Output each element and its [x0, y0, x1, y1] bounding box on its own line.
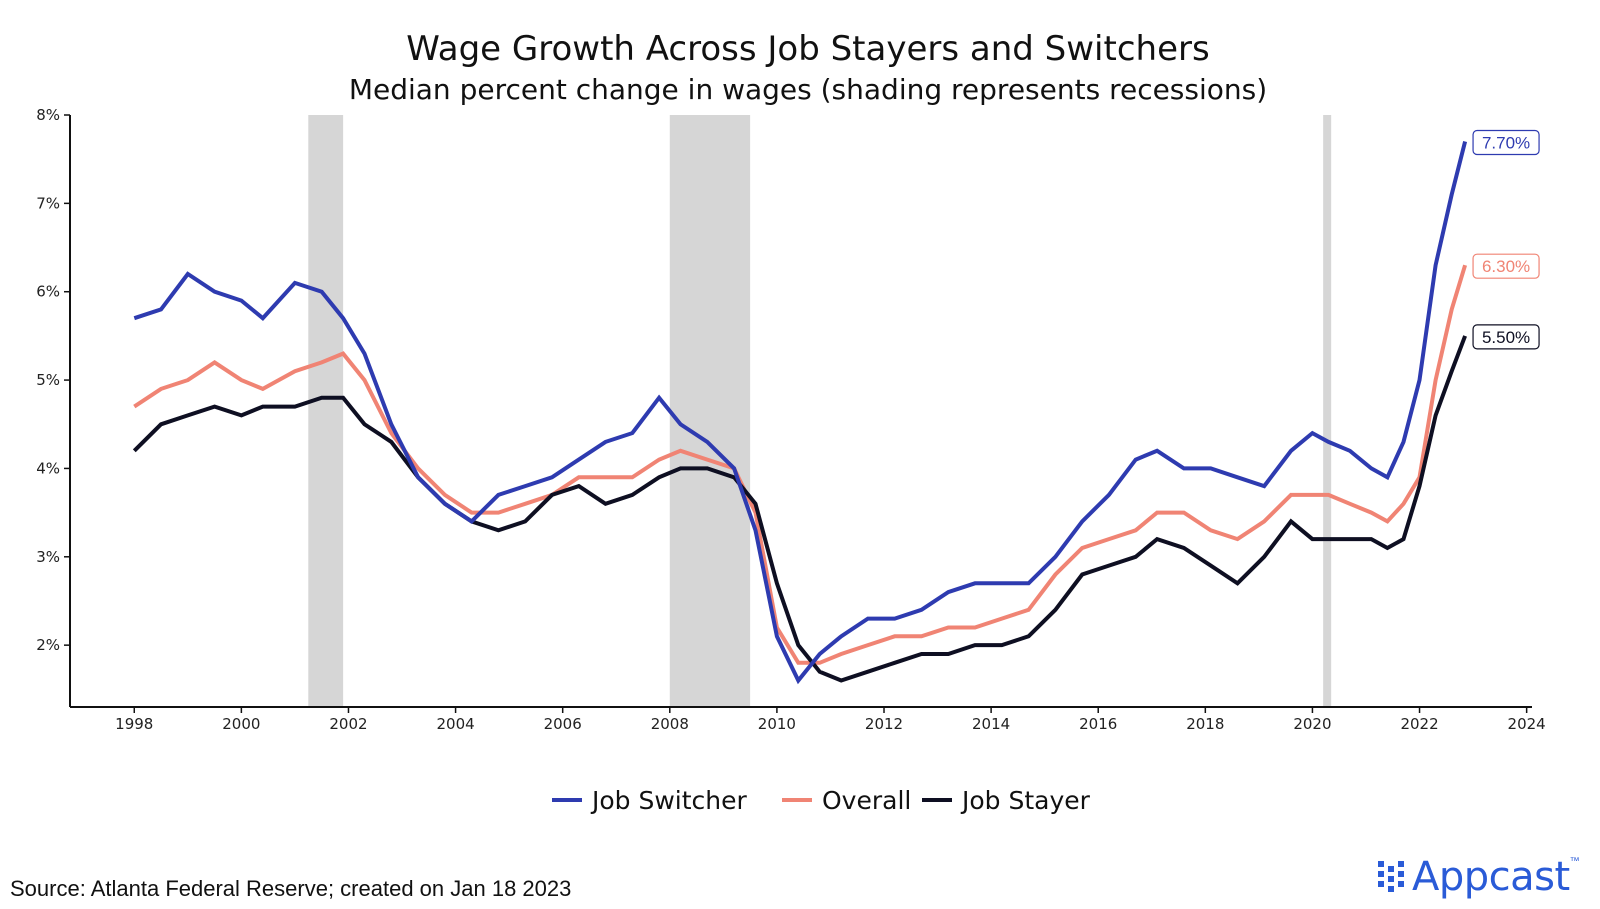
x-tick-label: 2008: [651, 715, 689, 733]
x-tick-label: 2002: [329, 715, 367, 733]
trademark-mark: ™: [1569, 855, 1580, 867]
y-tick-label: 4%: [36, 459, 60, 477]
y-tick-label: 6%: [36, 283, 60, 301]
recession-band-3: [1323, 115, 1332, 707]
recession-band-1: [308, 115, 344, 707]
y-tick-label: 2%: [36, 636, 60, 654]
y-tick-label: 5%: [36, 371, 60, 389]
series-lines: [132, 141, 1468, 685]
end-label-box: [1472, 253, 1540, 279]
x-tick-label: 1998: [115, 715, 153, 733]
x-tick-label: 2020: [1293, 715, 1331, 733]
legend: Job Switcher Overall Job Stayer: [552, 786, 1091, 815]
axes: 2% 3% 4% 5% 6% 7% 8% 1998 2000 2002 2004 2006 2008 20…: [36, 106, 1546, 733]
legend-label: Job Switcher: [590, 786, 748, 815]
x-tick-label: 2006: [544, 715, 582, 733]
recession-band-2: [669, 115, 751, 707]
legend-item-overall: Overall: [782, 786, 911, 815]
legend-item-job-stayer: Job Stayer: [922, 786, 1091, 815]
legend-label: Job Stayer: [960, 786, 1091, 815]
end-label-box: [1472, 129, 1540, 156]
x-tick-label: 2010: [758, 715, 796, 733]
x-tick-label: 2024: [1508, 715, 1546, 733]
x-tick-label: 2014: [972, 715, 1010, 733]
y-tick-label: 7%: [36, 194, 60, 212]
end-label-text: 7.70%: [1482, 134, 1530, 153]
end-labels: 7.70% 6.30% 5.50%: [1472, 129, 1540, 350]
recession-shading: [308, 115, 1332, 707]
end-label-job-switcher: 7.70%: [1472, 129, 1540, 156]
end-label-overall: 6.30%: [1472, 253, 1540, 279]
x-tick-label: 2000: [222, 715, 260, 733]
appcast-mark-icon: [1378, 859, 1404, 895]
series-line-job-stayer: [132, 335, 1467, 683]
x-tick-label: 2018: [1186, 715, 1224, 733]
source-note: Source: Atlanta Federal Reserve; created…: [10, 876, 572, 901]
end-label-text: 5.50%: [1482, 328, 1530, 347]
x-tick-label: 2012: [865, 715, 903, 733]
chart-title: Wage Growth Across Job Stayers and Switc…: [406, 29, 1209, 69]
end-label-job-stayer: 5.50%: [1472, 324, 1540, 350]
legend-item-job-switcher: Job Switcher: [552, 786, 748, 815]
series-line-job-switcher: [133, 141, 1468, 685]
x-tick-label: 2016: [1079, 715, 1117, 733]
series-line-overall: [133, 264, 1468, 665]
legend-label: Overall: [822, 786, 911, 815]
end-label-text: 6.30%: [1482, 257, 1530, 276]
appcast-logo: Appcast ™: [1378, 852, 1580, 902]
y-tick-label: 3%: [36, 548, 60, 566]
x-tick-label: 2004: [436, 715, 474, 733]
chart-subtitle: Median percent change in wages (shading …: [349, 73, 1267, 106]
end-label-box: [1472, 324, 1540, 350]
brand-name: Appcast: [1412, 854, 1570, 900]
y-tick-label: 8%: [36, 106, 60, 124]
x-tick-label: 2022: [1400, 715, 1438, 733]
